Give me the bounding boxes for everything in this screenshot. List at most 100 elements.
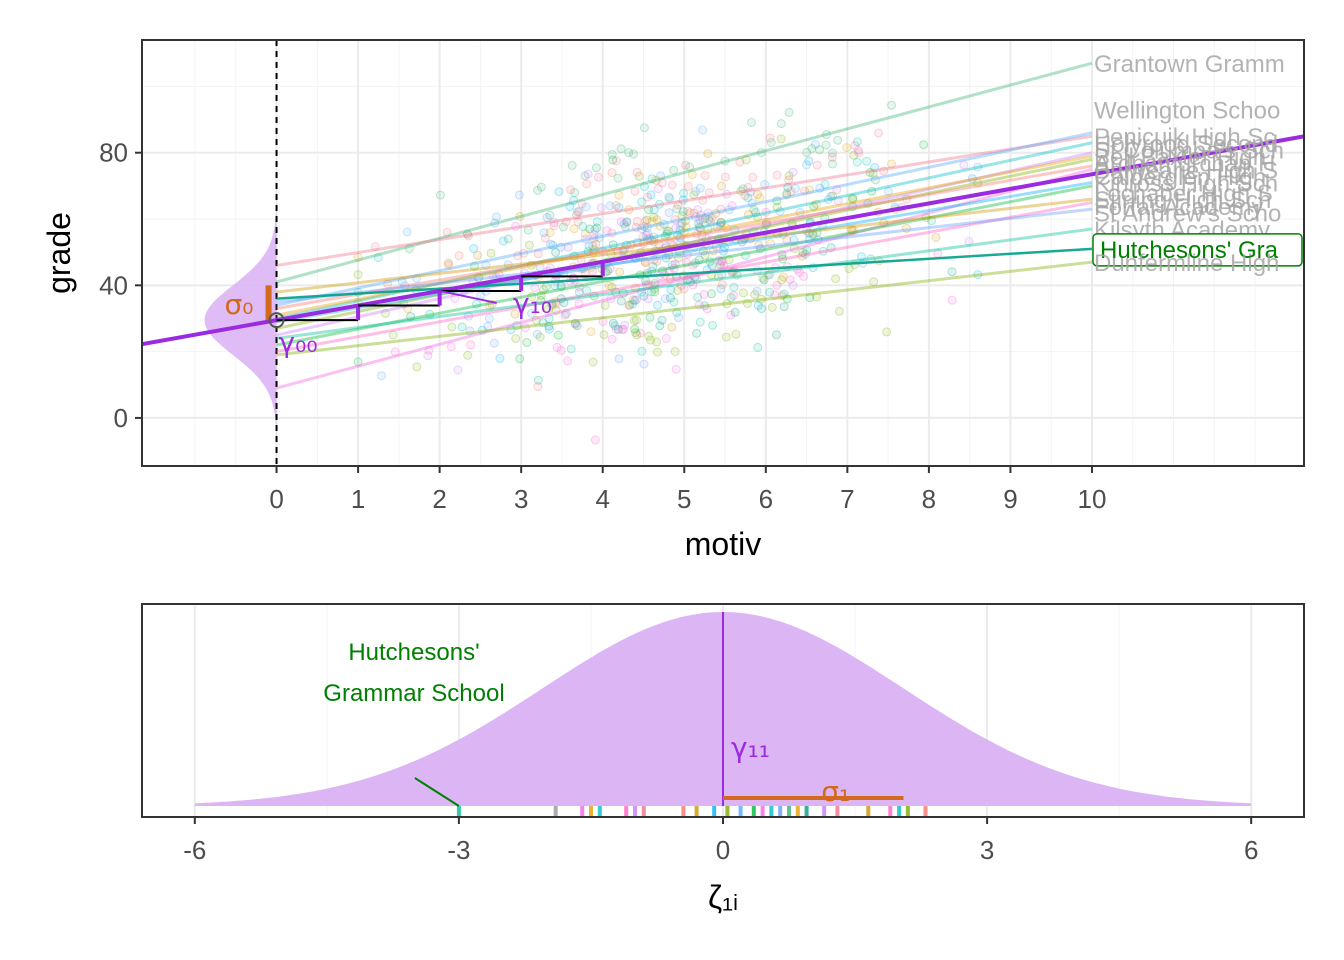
- rug-mark: [778, 806, 783, 817]
- data-point: [741, 251, 750, 260]
- data-point: [605, 201, 615, 211]
- data-point: [848, 193, 858, 203]
- data-point: [628, 295, 638, 305]
- rug-mark: [804, 806, 809, 817]
- data-point: [735, 157, 745, 167]
- data-point: [549, 218, 559, 227]
- school-line: [276, 154, 1093, 317]
- data-point: [750, 290, 760, 299]
- data-point: [775, 207, 785, 216]
- data-point: [464, 311, 473, 321]
- data-point: [622, 217, 632, 227]
- data-point: [626, 240, 636, 250]
- data-point: [700, 301, 710, 311]
- data-point: [804, 156, 814, 166]
- data-point: [766, 239, 776, 249]
- data-point: [694, 300, 704, 310]
- data-point: [722, 299, 732, 309]
- data-point: [789, 244, 799, 254]
- data-point: [503, 260, 513, 270]
- data-point: [799, 271, 809, 281]
- data-point: [833, 196, 843, 206]
- data-point: [695, 223, 705, 233]
- data-point: [583, 247, 593, 257]
- data-point: [486, 248, 496, 258]
- data-point: [848, 195, 858, 204]
- data-point: [676, 280, 686, 290]
- x-tick-label: 0: [716, 835, 730, 865]
- data-point: [815, 183, 825, 193]
- rug-mark: [787, 806, 791, 817]
- data-point: [630, 295, 640, 305]
- data-point: [632, 167, 642, 177]
- rug-mark: [905, 806, 910, 817]
- data-point: [652, 215, 662, 225]
- data-point: [640, 216, 650, 226]
- data-point: [540, 233, 550, 243]
- data-point: [782, 188, 792, 198]
- school-label: Lochaber High S: [1094, 180, 1273, 207]
- data-point: [618, 324, 628, 334]
- data-point: [695, 183, 705, 193]
- data-point: [711, 208, 721, 218]
- data-point: [782, 235, 792, 245]
- data-point: [685, 277, 695, 287]
- data-point: [631, 283, 640, 293]
- data-point: [826, 243, 836, 253]
- data-point: [604, 281, 614, 291]
- data-point: [412, 362, 422, 372]
- data-point: [620, 244, 629, 254]
- data-point: [730, 225, 740, 235]
- data-point: [809, 202, 819, 211]
- data-point: [879, 166, 889, 176]
- data-point: [670, 215, 680, 225]
- slope-steps: [276, 261, 605, 322]
- data-point: [705, 257, 715, 267]
- data-point: [591, 239, 601, 249]
- data-point: [588, 357, 598, 367]
- data-point: [812, 160, 822, 170]
- x-tick-label: 4: [595, 484, 609, 514]
- data-point: [592, 223, 602, 233]
- data-point: [520, 323, 530, 333]
- data-point: [800, 186, 809, 196]
- data-point: [665, 293, 675, 303]
- data-point: [547, 298, 557, 308]
- data-point: [756, 244, 765, 254]
- data-point: [849, 225, 859, 235]
- data-point: [585, 224, 595, 234]
- data-point: [453, 365, 463, 375]
- data-point: [641, 230, 651, 240]
- data-point: [973, 270, 983, 280]
- data-point: [664, 208, 674, 218]
- data-point: [828, 159, 837, 169]
- data-point: [700, 250, 710, 260]
- data-point: [641, 280, 651, 290]
- x-tick-label: 3: [514, 484, 528, 514]
- data-point: [643, 294, 653, 304]
- data-point: [652, 256, 662, 266]
- data-point: [594, 233, 604, 243]
- data-point: [581, 202, 591, 212]
- rug-mark: [712, 806, 717, 817]
- data-point: [554, 187, 564, 197]
- data-point: [726, 293, 736, 303]
- data-point: [646, 335, 656, 345]
- data-point: [762, 217, 772, 227]
- data-point: [536, 295, 546, 305]
- data-point: [442, 227, 452, 237]
- data-point: [649, 205, 659, 215]
- data-point: [606, 249, 616, 259]
- data-point: [823, 194, 833, 204]
- data-point: [759, 275, 769, 285]
- data-point: [730, 307, 740, 317]
- data-point: [767, 302, 777, 312]
- data-point: [726, 310, 736, 320]
- data-point: [515, 354, 525, 364]
- data-point: [553, 330, 563, 340]
- data-point: [580, 171, 590, 181]
- data-point: [556, 294, 566, 304]
- data-point: [551, 299, 561, 309]
- data-point: [574, 207, 584, 217]
- data-point: [753, 301, 763, 311]
